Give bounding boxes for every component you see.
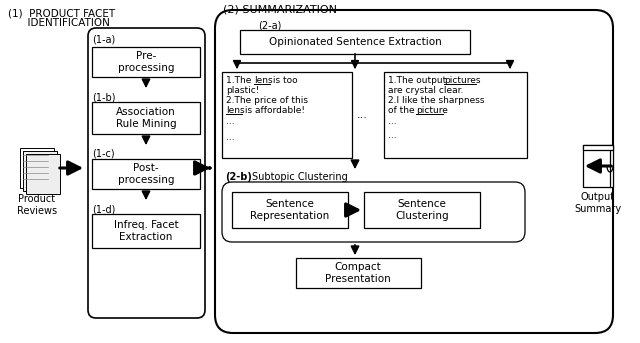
Text: 2.I like the sharpness: 2.I like the sharpness bbox=[388, 96, 484, 105]
Text: (1-b): (1-b) bbox=[92, 92, 115, 102]
Text: IDENTIFICATION: IDENTIFICATION bbox=[8, 18, 110, 28]
Text: are crystal clear.: are crystal clear. bbox=[388, 86, 463, 95]
Text: (1-c): (1-c) bbox=[92, 149, 115, 159]
Text: Compact
Presentation: Compact Presentation bbox=[325, 262, 391, 284]
Text: (1)  PRODUCT FACET: (1) PRODUCT FACET bbox=[8, 8, 115, 18]
FancyBboxPatch shape bbox=[88, 28, 205, 318]
Text: Subtopic Clustering: Subtopic Clustering bbox=[252, 172, 348, 182]
Text: ...: ... bbox=[226, 133, 235, 142]
Text: 1.The output: 1.The output bbox=[388, 76, 449, 85]
Text: (1-a): (1-a) bbox=[92, 35, 115, 45]
Bar bbox=[583, 145, 613, 187]
Bar bbox=[26, 154, 60, 194]
Text: ...: ... bbox=[388, 117, 397, 126]
Text: Product
Reviews: Product Reviews bbox=[17, 194, 57, 216]
Text: plastic!: plastic! bbox=[226, 86, 259, 95]
Text: ...: ... bbox=[388, 131, 397, 140]
Bar bbox=[222, 72, 352, 158]
Text: lens: lens bbox=[254, 76, 273, 85]
Text: .: . bbox=[443, 106, 446, 115]
Text: Opinionated Sentence Extraction: Opinionated Sentence Extraction bbox=[269, 37, 442, 47]
Text: pictures: pictures bbox=[444, 76, 481, 85]
Bar bbox=[92, 214, 200, 248]
Text: is affordable!: is affordable! bbox=[242, 106, 305, 115]
Bar bbox=[92, 159, 200, 189]
Bar bbox=[23, 151, 57, 191]
Bar bbox=[232, 192, 348, 228]
Text: (1-d): (1-d) bbox=[92, 204, 115, 214]
Text: 1.The: 1.The bbox=[226, 76, 254, 85]
Text: (2-a): (2-a) bbox=[258, 20, 282, 30]
Text: Output
Summary: Output Summary bbox=[575, 192, 621, 214]
Text: lens: lens bbox=[226, 106, 244, 115]
Text: Sentence
Clustering: Sentence Clustering bbox=[395, 199, 449, 221]
Text: Pre-
processing: Pre- processing bbox=[118, 51, 174, 73]
Text: Association
Rule Mining: Association Rule Mining bbox=[116, 107, 176, 129]
Text: ...: ... bbox=[226, 117, 235, 126]
Bar bbox=[92, 47, 200, 77]
FancyBboxPatch shape bbox=[215, 10, 613, 333]
Text: of the: of the bbox=[388, 106, 417, 115]
Bar bbox=[20, 148, 54, 188]
Text: Sentence
Representation: Sentence Representation bbox=[250, 199, 330, 221]
Bar bbox=[583, 145, 613, 150]
Text: is too: is too bbox=[270, 76, 298, 85]
Bar bbox=[92, 102, 200, 134]
Bar bbox=[364, 192, 480, 228]
FancyBboxPatch shape bbox=[222, 182, 525, 242]
Text: picture: picture bbox=[416, 106, 448, 115]
Text: Post-
processing: Post- processing bbox=[118, 163, 174, 185]
Text: (2) SUMMARIZATION: (2) SUMMARIZATION bbox=[223, 5, 337, 15]
Bar bbox=[384, 72, 527, 158]
Bar bbox=[240, 30, 470, 54]
Text: 2.The price of this: 2.The price of this bbox=[226, 96, 308, 105]
Text: ...: ... bbox=[356, 110, 367, 120]
Text: (2-b): (2-b) bbox=[225, 172, 252, 182]
Text: Infreq. Facet
Extraction: Infreq. Facet Extraction bbox=[114, 220, 179, 242]
Bar bbox=[296, 258, 421, 288]
